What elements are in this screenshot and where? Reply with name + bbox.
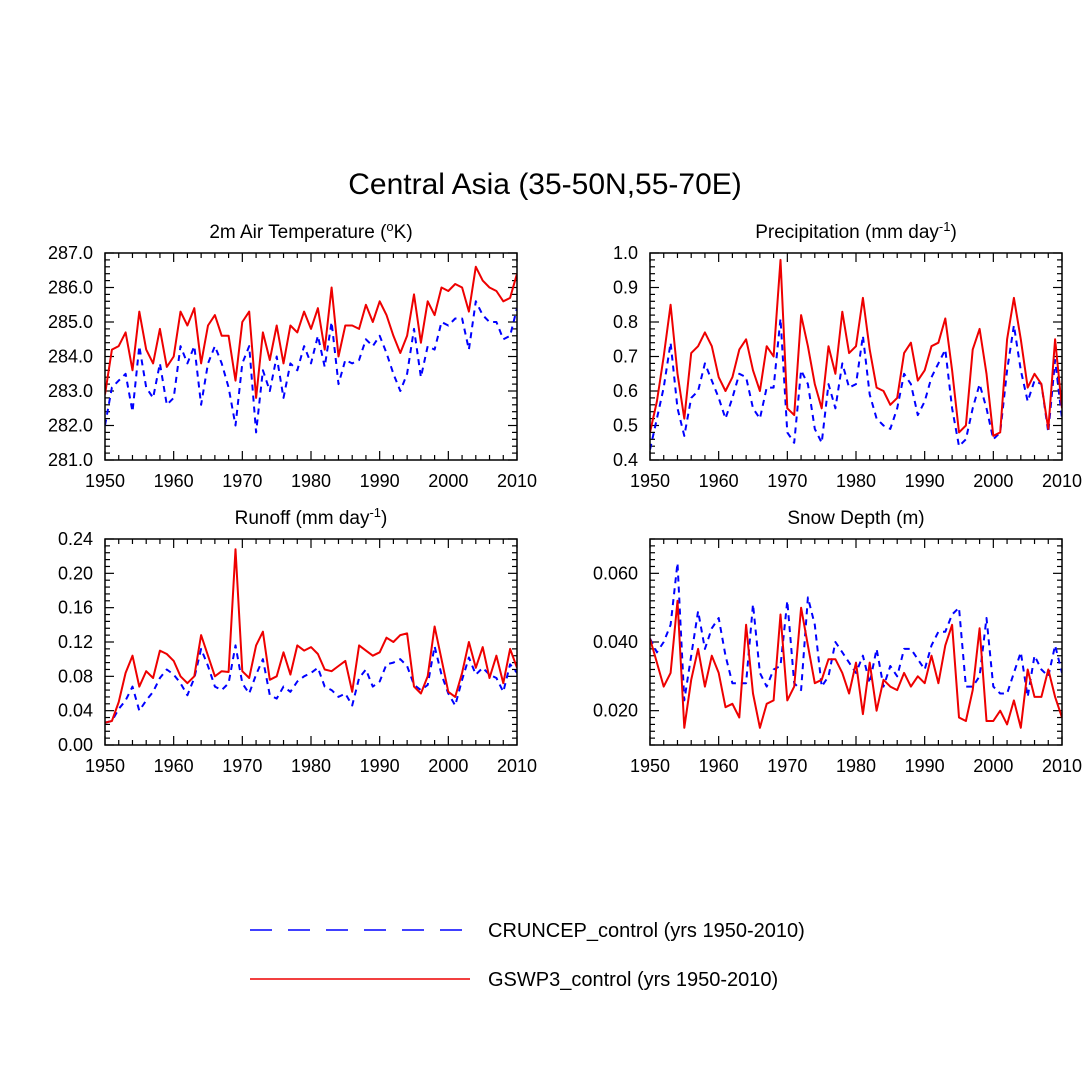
x-tick-label: 1970	[767, 756, 807, 776]
panels: 2m Air Temperature (oK) 1950 1960 1970 1980 1…	[48, 219, 1082, 776]
panel-title-precipitation: Precipitation (mm day-1)	[755, 219, 957, 243]
x-tick-label: 1990	[905, 471, 945, 491]
panel-air-temperature: 2m Air Temperature (oK) 1950 1960 1970 1980 1…	[48, 219, 537, 491]
x-tick-label: 1980	[836, 756, 876, 776]
y-tick-label: 282.0	[48, 416, 93, 436]
x-tick-label: 2000	[973, 756, 1013, 776]
x-tick-label: 1990	[360, 756, 400, 776]
series-line-cruncep-control	[650, 562, 1062, 702]
panel-runoff: Runoff (mm day-1) 1950 1960 1970 1980 1990 200…	[58, 505, 537, 776]
y-tick-label: 0.5	[613, 416, 638, 436]
legend-label-gswp3: GSWP3_control (yrs 1950-2010)	[488, 969, 778, 991]
x-tick-label: 2000	[973, 471, 1013, 491]
x-tick-label: 1980	[291, 471, 331, 491]
x-tick-label: 1950	[85, 756, 125, 776]
y-tick-label: 0.040	[593, 632, 638, 652]
x-tick-label: 1980	[836, 471, 876, 491]
panel-title-post: K)	[394, 222, 413, 243]
y-tick-label: 0.00	[58, 735, 93, 755]
y-tick-label: 1.0	[613, 243, 638, 263]
panel-title-text: 2m Air Temperature (	[209, 222, 387, 243]
y-tick-label: 287.0	[48, 243, 93, 263]
y-tick-label: 283.0	[48, 381, 93, 401]
y-tick-label: 281.0	[48, 450, 93, 470]
y-tick-label: 0.24	[58, 529, 93, 549]
series-line-gswp3-control	[105, 265, 517, 399]
panel-title-text: Precipitation (mm day	[755, 222, 939, 243]
x-tick-label: 2010	[497, 756, 537, 776]
panel-title-text: Runoff (mm day	[235, 508, 370, 529]
y-tick-label: 285.0	[48, 312, 93, 332]
series-line-cruncep-control	[105, 300, 517, 434]
y-tick-label: 284.0	[48, 347, 93, 367]
x-tick-label: 2000	[428, 756, 468, 776]
series-line-cruncep-control	[650, 317, 1062, 450]
y-tick-label: 0.12	[58, 632, 93, 652]
y-tick-label: 0.04	[58, 701, 93, 721]
x-tick-label: 1960	[699, 756, 739, 776]
panel-title-post: )	[950, 222, 956, 243]
series-line-gswp3-control	[650, 599, 1062, 729]
x-tick-label: 1970	[767, 471, 807, 491]
y-tick-label: 0.7	[613, 347, 638, 367]
y-tick-label: 0.060	[593, 563, 638, 583]
y-tick-label: 0.6	[613, 381, 638, 401]
x-tick-label: 2000	[428, 471, 468, 491]
series-line-gswp3-control	[650, 258, 1062, 437]
y-tick-label: 286.0	[48, 278, 93, 298]
y-tick-label: 0.8	[613, 312, 638, 332]
y-tick-label: 0.4	[613, 450, 638, 470]
plot-frame	[104, 252, 518, 461]
x-tick-label: 1970	[222, 756, 262, 776]
x-tick-label: 1980	[291, 756, 331, 776]
panel-title-air-temperature: 2m Air Temperature (oK)	[209, 219, 412, 243]
legend-label-cruncep: CRUNCEP_control (yrs 1950-2010)	[488, 920, 805, 942]
x-tick-label: 1960	[699, 471, 739, 491]
plot-frame	[649, 538, 1063, 746]
y-tick-label: 0.020	[593, 701, 638, 721]
x-tick-label: 1950	[85, 471, 125, 491]
panel-title-runoff: Runoff (mm day-1)	[235, 505, 388, 529]
panel-title-sup: -1	[369, 505, 381, 520]
y-tick-label: 0.08	[58, 666, 93, 686]
x-tick-label: 1960	[154, 756, 194, 776]
x-tick-label: 1950	[630, 471, 670, 491]
panel-title-snow-depth: Snow Depth (m)	[787, 508, 924, 529]
panel-title-post: )	[381, 508, 387, 529]
legend: CRUNCEP_control (yrs 1950-2010) GSWP3_co…	[250, 920, 805, 991]
x-tick-label: 2010	[1042, 471, 1082, 491]
x-tick-label: 1970	[222, 471, 262, 491]
series-line-cruncep-control	[105, 644, 517, 724]
plot-frame	[649, 252, 1063, 461]
y-tick-label: 0.20	[58, 563, 93, 583]
y-tick-label: 0.16	[58, 598, 93, 618]
panel-title-sup: -1	[939, 219, 951, 234]
x-tick-label: 1990	[360, 471, 400, 491]
x-tick-label: 1990	[905, 756, 945, 776]
series-line-gswp3-control	[105, 548, 517, 724]
panel-snow-depth: Snow Depth (m) 1950 1960 1970 1980 1990 2000 20…	[593, 508, 1082, 776]
x-tick-label: 2010	[1042, 756, 1082, 776]
x-tick-label: 2010	[497, 471, 537, 491]
panel-title-text: Snow Depth (m)	[787, 508, 924, 529]
x-tick-label: 1960	[154, 471, 194, 491]
x-tick-label: 1950	[630, 756, 670, 776]
y-tick-label: 0.9	[613, 278, 638, 298]
panel-precipitation: Precipitation (mm day-1) 1950 1960 1970 1980…	[613, 219, 1082, 491]
plot-frame	[104, 538, 518, 746]
panel-title-sup: o	[386, 219, 393, 234]
figure-title: Central Asia (35-50N,55-70E)	[348, 168, 742, 201]
